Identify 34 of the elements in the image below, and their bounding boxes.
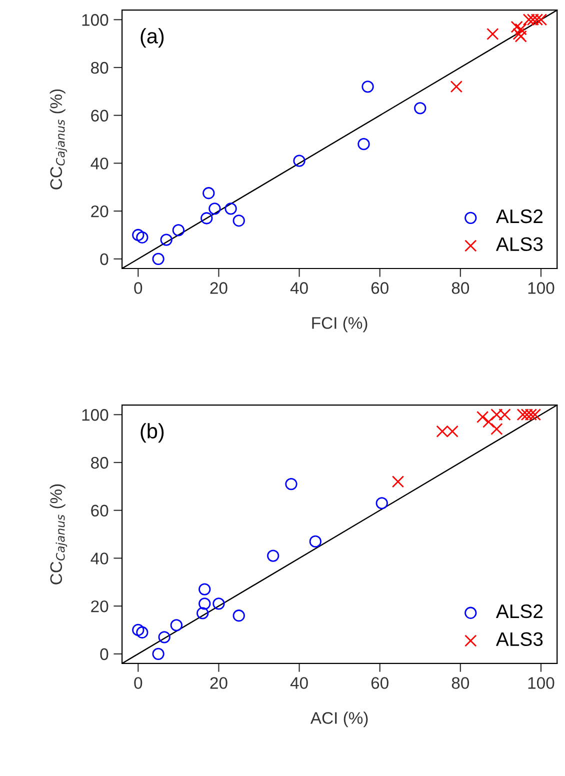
y-tick-label: 40 bbox=[90, 158, 108, 170]
legend-label: ALS2 bbox=[496, 209, 543, 224]
x-tick-label: 60 bbox=[371, 677, 388, 689]
x-tick-label: 40 bbox=[290, 282, 308, 294]
x-axis-title: ACI (%) bbox=[310, 712, 368, 728]
x-tick-label: 0 bbox=[134, 282, 142, 294]
y-axis-title: CC$_{Cajanus}$ (%) bbox=[50, 89, 68, 190]
x-tick-label: 0 bbox=[134, 677, 142, 689]
y-tick-label: 80 bbox=[91, 456, 108, 469]
y-tick-label: 80 bbox=[91, 62, 108, 74]
annotation: (b) bbox=[140, 423, 164, 443]
x-tick-label: 40 bbox=[290, 677, 308, 689]
y-tick-label: 0 bbox=[100, 253, 108, 266]
legend-label: ALS3 bbox=[496, 237, 543, 252]
y-tick-label: 60 bbox=[91, 504, 108, 517]
x-tick-label: 80 bbox=[452, 677, 470, 689]
y-tick-label: 20 bbox=[91, 205, 108, 218]
x-tick-label: 100 bbox=[528, 677, 554, 689]
y-tick-label: 20 bbox=[91, 600, 108, 612]
y-tick-label: 100 bbox=[82, 14, 108, 26]
legend-label: ALS3 bbox=[496, 632, 543, 646]
y-tick-label: 0 bbox=[100, 648, 108, 660]
legend-label: ALS2 bbox=[496, 604, 543, 618]
x-tick-label: 20 bbox=[210, 282, 228, 294]
x-axis-title: FCI (%) bbox=[312, 316, 368, 332]
x-tick-label: 100 bbox=[528, 282, 554, 294]
x-tick-label: 80 bbox=[452, 282, 470, 294]
x-tick-label: 20 bbox=[210, 677, 228, 689]
y-axis-title: CC$_{Cajanus}$ (%) bbox=[50, 484, 68, 584]
y-tick-label: 60 bbox=[91, 110, 108, 122]
x-tick-label: 60 bbox=[371, 282, 388, 294]
y-tick-label: 100 bbox=[82, 409, 108, 421]
annotation: (a) bbox=[140, 28, 164, 48]
y-tick-label: 40 bbox=[90, 552, 108, 564]
